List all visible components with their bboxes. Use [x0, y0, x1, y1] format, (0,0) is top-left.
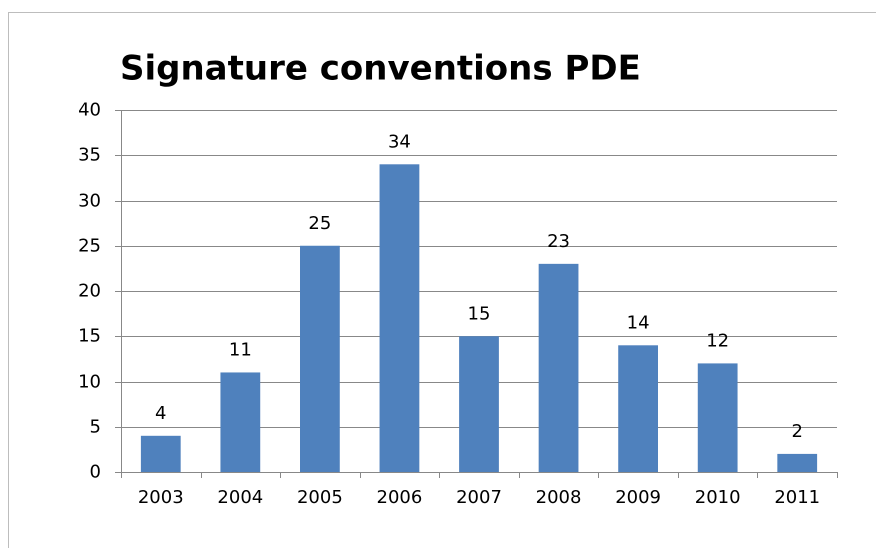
bar — [777, 453, 818, 472]
x-tick-label: 2008 — [536, 487, 582, 508]
data-label: 12 — [706, 330, 729, 351]
data-label: 11 — [229, 339, 252, 360]
y-tick-label: 0 — [90, 462, 101, 483]
y-tick-label: 10 — [78, 372, 101, 393]
y-tick-label: 15 — [78, 326, 101, 347]
bar — [538, 263, 579, 472]
data-label: 2 — [791, 421, 802, 442]
chart-title: Signature conventions PDE — [120, 49, 641, 89]
bar — [618, 345, 658, 472]
bar — [300, 245, 340, 472]
bar — [459, 336, 499, 472]
y-tick-label: 5 — [90, 417, 101, 438]
x-tick-label: 2010 — [695, 487, 741, 508]
bar — [697, 363, 738, 472]
data-label: 23 — [547, 231, 570, 252]
bar — [220, 372, 261, 472]
y-tick-label: 30 — [78, 191, 101, 212]
x-tick-label: 2006 — [377, 487, 423, 508]
x-tick-label: 2007 — [456, 487, 502, 508]
y-tick-label: 25 — [78, 236, 101, 257]
x-tick-label: 2011 — [774, 487, 820, 508]
data-label: 34 — [388, 131, 411, 152]
y-tick-label: 40 — [78, 100, 101, 121]
data-label: 25 — [308, 213, 331, 234]
data-label: 14 — [627, 312, 650, 333]
data-label: 4 — [155, 403, 166, 424]
bar — [379, 164, 420, 473]
y-tick-label: 35 — [78, 145, 101, 166]
y-tick-label: 20 — [78, 281, 101, 302]
x-tick-label: 2009 — [615, 487, 661, 508]
x-tick-label: 2004 — [217, 487, 263, 508]
x-tick-label: 2003 — [138, 487, 184, 508]
bar — [140, 435, 181, 472]
data-label: 15 — [468, 303, 491, 324]
x-tick-label: 2005 — [297, 487, 343, 508]
chart-frame — [8, 12, 876, 548]
